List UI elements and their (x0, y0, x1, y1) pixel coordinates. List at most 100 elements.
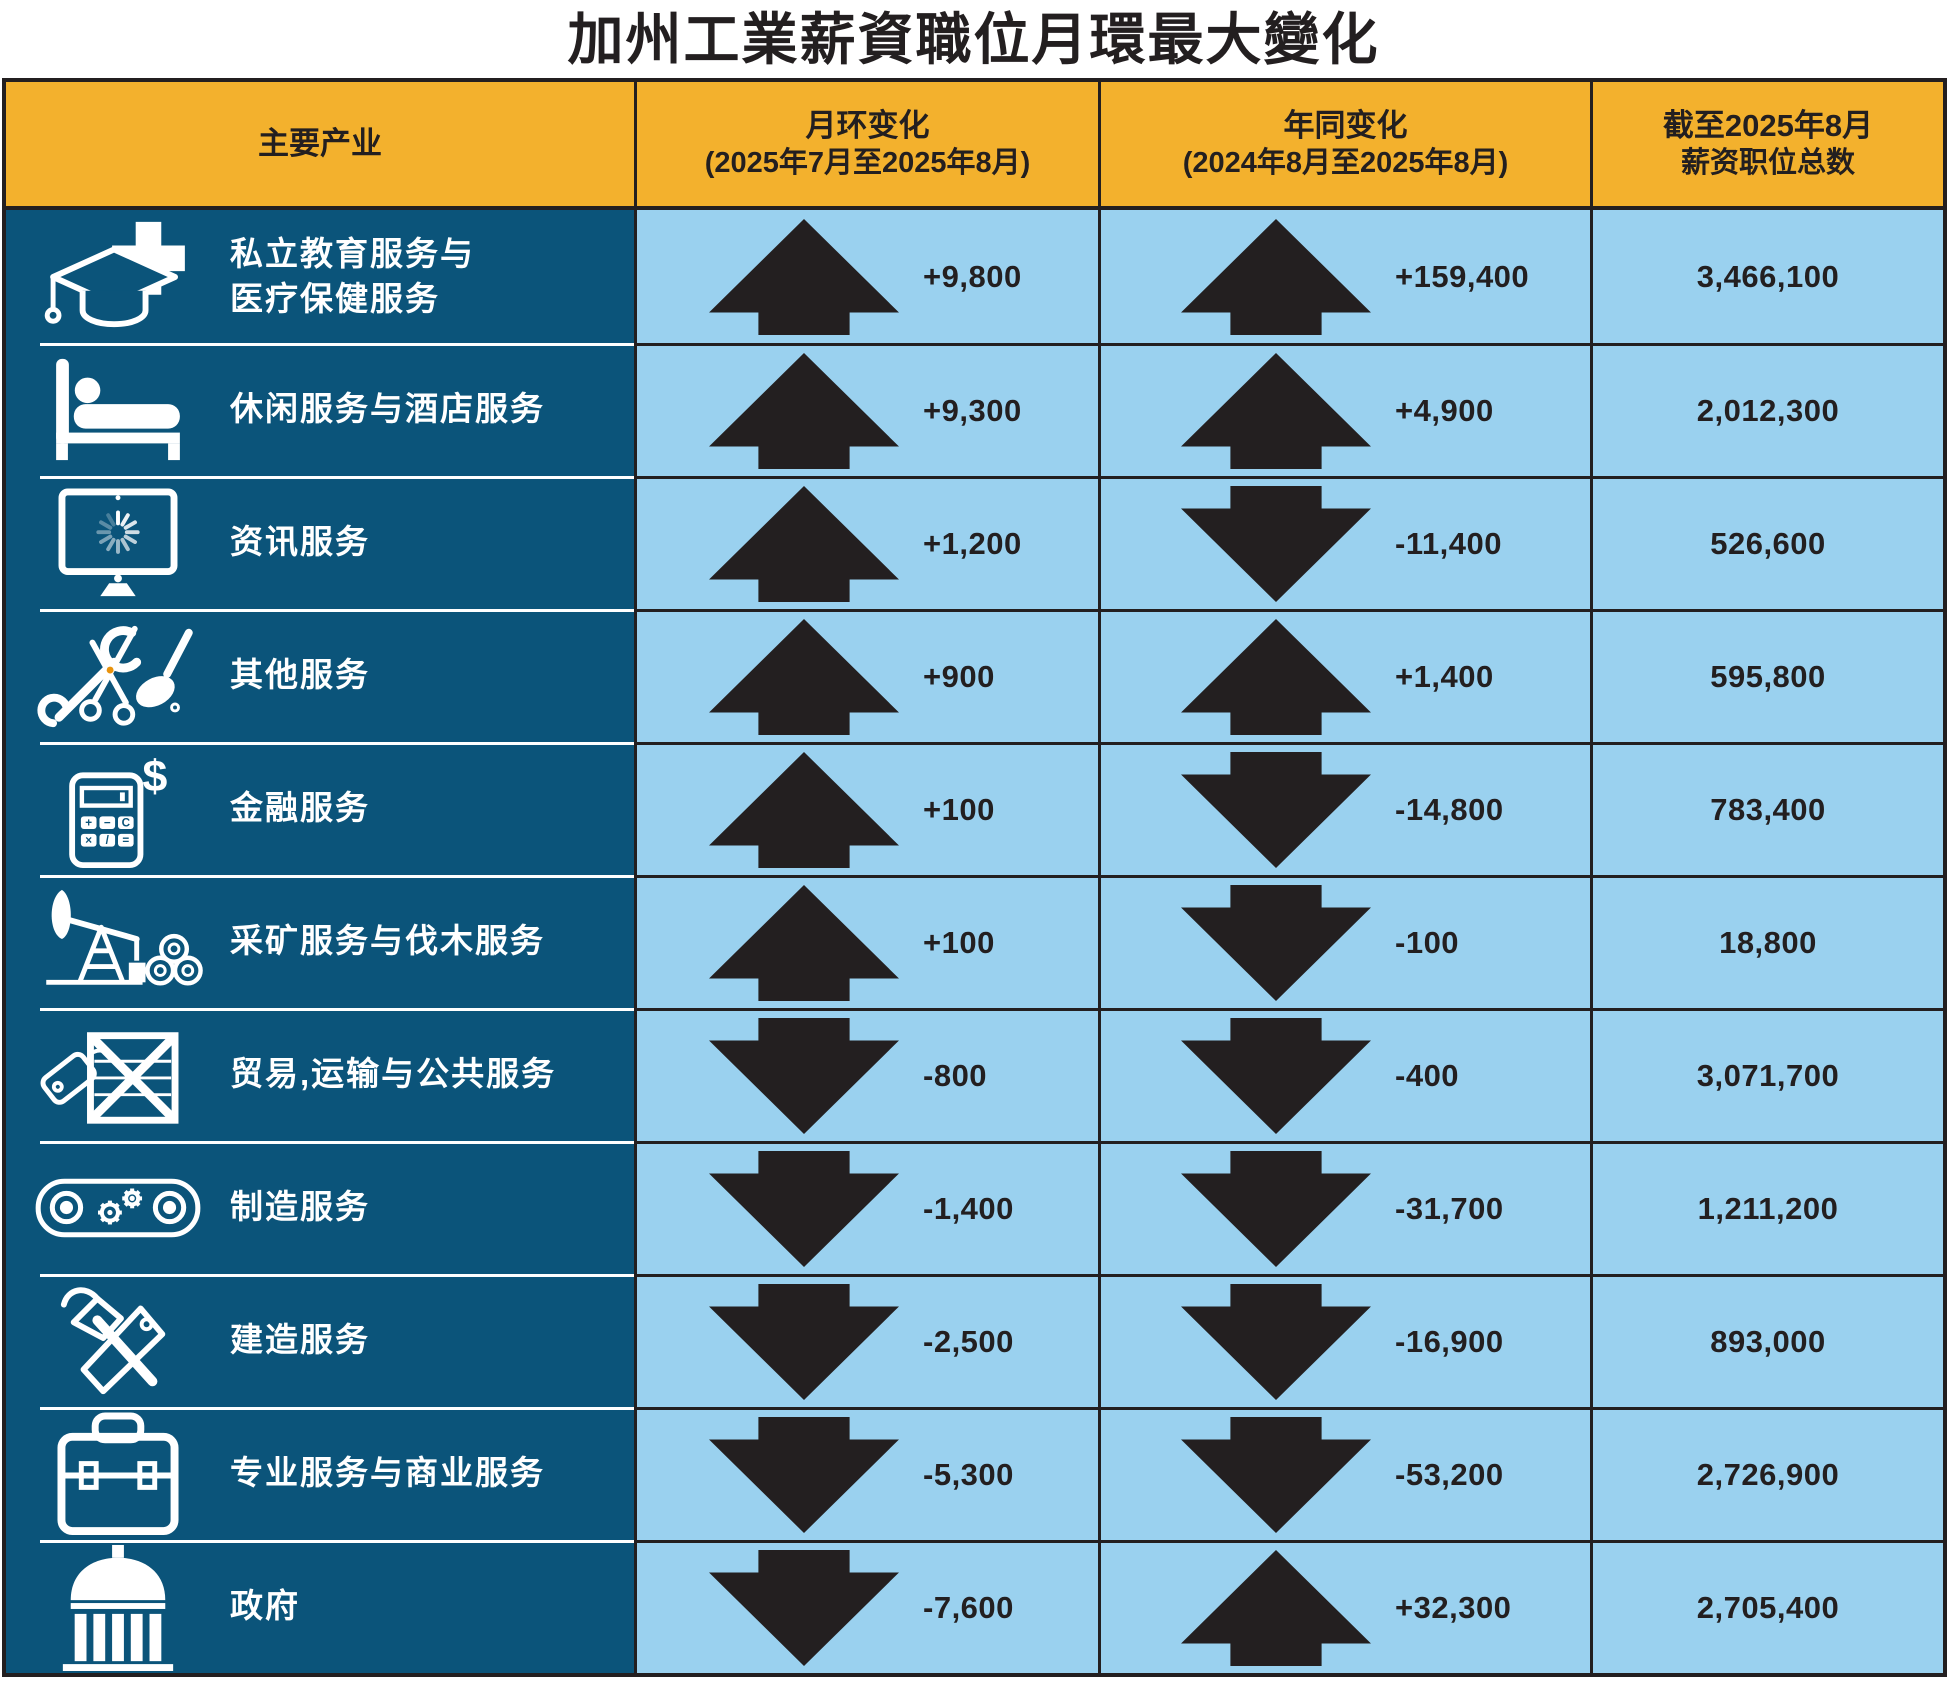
total-jobs-value: 526,600 (1710, 526, 1826, 561)
industry-cell: $ + − C × / = 金融服务 (6, 742, 634, 875)
industry-label: 制造服务 (230, 1188, 370, 1226)
header-total-jobs: 截至2025年8月 薪资职位总数 (1590, 82, 1943, 210)
year-change-value: -14,800 (1395, 792, 1504, 827)
year-change-cell: -400 (1098, 1008, 1590, 1141)
down-arrow-icon (1181, 752, 1371, 868)
industry-cell: 其他服务 (6, 609, 634, 742)
down-arrow-icon (1181, 1018, 1371, 1134)
svg-text:×: × (85, 834, 92, 847)
year-change-cell: +4,900 (1098, 343, 1590, 476)
header-month-change-line2: (2025年7月至2025年8月) (704, 147, 1031, 180)
down-arrow-icon (1181, 486, 1371, 602)
graduation-cap-medical-cross-icon (6, 218, 230, 336)
month-change-value: -1,400 (923, 1191, 1014, 1226)
bed-icon (6, 355, 230, 465)
total-jobs-value: 1,211,200 (1697, 1191, 1839, 1226)
industry-cell: 制造服务 (6, 1141, 634, 1274)
header-month-change: 月环变化 (2025年7月至2025年8月) (634, 82, 1098, 210)
year-change-value: -100 (1395, 925, 1460, 960)
month-change-value: -2,500 (923, 1324, 1014, 1359)
month-change-value: -5,300 (923, 1457, 1014, 1492)
year-change-value: -31,700 (1395, 1191, 1504, 1226)
industry-label: 其他服务 (230, 656, 370, 694)
year-change-cell: +1,400 (1098, 609, 1590, 742)
month-change-cell: +9,300 (634, 343, 1098, 476)
total-jobs-value: 595,800 (1710, 659, 1826, 694)
year-change-cell: -100 (1098, 875, 1590, 1008)
up-arrow-icon (1181, 619, 1371, 735)
month-change-cell: -1,400 (634, 1141, 1098, 1274)
total-jobs-cell: 595,800 (1590, 609, 1943, 742)
price-tag-crate-icon (6, 1016, 230, 1134)
total-jobs-cell: 2,726,900 (1590, 1407, 1943, 1540)
month-change-value: -800 (923, 1058, 988, 1093)
year-change-cell: +159,400 (1098, 210, 1590, 343)
svg-text:/: / (106, 834, 110, 847)
oil-pump-logs-icon (6, 884, 230, 1000)
month-change-cell: -7,600 (634, 1540, 1098, 1673)
month-change-value: +1,200 (923, 526, 1022, 561)
toolbox-icon (6, 1411, 230, 1536)
month-change-cell: +900 (634, 609, 1098, 742)
industry-label: 政府 (230, 1587, 300, 1625)
month-change-value: +100 (923, 925, 995, 960)
year-change-value: -400 (1395, 1058, 1460, 1093)
total-jobs-value: 2,726,900 (1696, 1457, 1840, 1492)
year-change-cell: -14,800 (1098, 742, 1590, 875)
industry-label: 采矿服务与伐木服务 (230, 922, 545, 960)
industry-label: 金融服务 (230, 789, 370, 827)
total-jobs-value: 2,705,400 (1696, 1590, 1840, 1625)
down-arrow-icon (709, 1284, 899, 1400)
total-jobs-cell: 3,466,100 (1590, 210, 1943, 343)
month-change-cell: +1,200 (634, 476, 1098, 609)
month-change-cell: -800 (634, 1008, 1098, 1141)
up-arrow-icon (709, 486, 899, 602)
total-jobs-cell: 893,000 (1590, 1274, 1943, 1407)
total-jobs-cell: 2,705,400 (1590, 1540, 1943, 1673)
month-change-value: +900 (923, 659, 995, 694)
header-total-line1: 截至2025年8月 (1662, 107, 1874, 143)
year-change-value: +4,900 (1395, 393, 1494, 428)
down-arrow-icon (709, 1417, 899, 1533)
industry-cell: 贸易,运输与公共服务 (6, 1008, 634, 1141)
down-arrow-icon (1181, 885, 1371, 1001)
down-arrow-icon (709, 1151, 899, 1267)
total-jobs-cell: 783,400 (1590, 742, 1943, 875)
svg-text:+: + (85, 816, 92, 829)
industry-cell: 建造服务 (6, 1274, 634, 1407)
down-arrow-icon (709, 1018, 899, 1134)
year-change-cell: -16,900 (1098, 1274, 1590, 1407)
industry-cell: 资讯服务 (6, 476, 634, 609)
industry-label: 建造服务 (230, 1321, 370, 1359)
year-change-cell: +32,300 (1098, 1540, 1590, 1673)
month-change-cell: +9,800 (634, 210, 1098, 343)
up-arrow-icon (1181, 353, 1371, 469)
year-change-value: -16,900 (1395, 1324, 1504, 1359)
header-month-change-line1: 月环变化 (805, 107, 930, 143)
header-total-line2: 薪资职位总数 (1680, 147, 1855, 180)
year-change-value: -53,200 (1395, 1457, 1504, 1492)
year-change-cell: -11,400 (1098, 476, 1590, 609)
header-year-change-line1: 年同变化 (1283, 107, 1408, 143)
hammer-saw-icon (6, 1277, 230, 1405)
header-industry: 主要产业 (6, 82, 634, 210)
up-arrow-icon (709, 353, 899, 469)
wrench-scissors-duster-icon (6, 617, 230, 735)
year-change-cell: -31,700 (1098, 1141, 1590, 1274)
up-arrow-icon (709, 752, 899, 868)
month-change-cell: -5,300 (634, 1407, 1098, 1540)
total-jobs-value: 2,012,300 (1696, 393, 1840, 428)
industry-cell: 私立教育服务与 医疗保健服务 (6, 210, 634, 343)
svg-text:−: − (104, 816, 111, 829)
year-change-cell: -53,200 (1098, 1407, 1590, 1540)
month-change-value: +9,800 (923, 258, 1022, 294)
calculator-dollar-icon: $ + − C × / = (6, 748, 230, 870)
industry-label: 私立教育服务与 医疗保健服务 (230, 234, 475, 317)
year-change-value: +159,400 (1395, 258, 1530, 294)
month-change-value: -7,600 (923, 1590, 1014, 1625)
infographic-page: 加州工業薪資職位月環最大變化 主要产业 月环变化 (2025年7月至2025年8… (0, 8, 1947, 1687)
total-jobs-cell: 18,800 (1590, 875, 1943, 1008)
industry-label: 资讯服务 (230, 523, 370, 561)
month-change-cell: +100 (634, 875, 1098, 1008)
month-change-cell: -2,500 (634, 1274, 1098, 1407)
